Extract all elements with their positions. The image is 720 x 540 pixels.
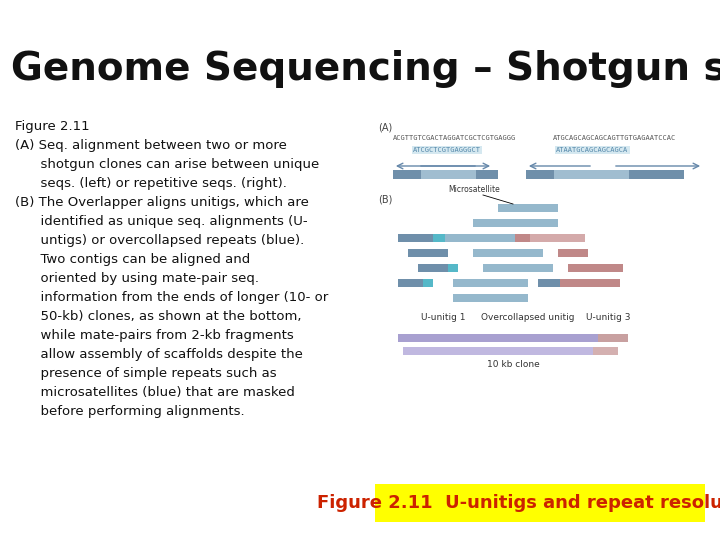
Bar (558, 249, 588, 257)
Text: ACGTTGTCGACTAGGATCGCTCGTGAGGG: ACGTTGTCGACTAGGATCGCTCGTGAGGG (393, 135, 516, 141)
Bar (593, 347, 618, 355)
Bar (433, 234, 445, 242)
Bar (403, 347, 618, 355)
Bar (526, 170, 554, 179)
Bar (560, 279, 620, 287)
Bar (448, 264, 458, 272)
Bar (398, 334, 628, 342)
Bar (476, 170, 498, 179)
Bar (423, 279, 433, 287)
Text: U-unitig 3: U-unitig 3 (586, 313, 630, 322)
Text: Overcollapsed unitig: Overcollapsed unitig (481, 313, 575, 322)
Bar (598, 334, 628, 342)
Text: ATAATGCAGCAGCAGCA: ATAATGCAGCAGCAGCA (556, 147, 629, 153)
Text: Genome Sequencing – Shotgun sequencing: Genome Sequencing – Shotgun sequencing (11, 50, 720, 89)
Bar (538, 279, 560, 287)
Bar (515, 234, 530, 242)
Text: Figure 2.11
(A) Seq. alignment between two or more
      shotgun clones can aris: Figure 2.11 (A) Seq. alignment between t… (15, 120, 328, 418)
Bar (473, 219, 558, 227)
Bar (418, 264, 448, 272)
Bar (375, 484, 705, 522)
Bar (421, 170, 476, 179)
Text: ATGCAGCAGCAGCAGTTGTGAGAATCCAC: ATGCAGCAGCAGCAGTTGTGAGAATCCAC (553, 135, 676, 141)
Bar (398, 279, 423, 287)
Bar (393, 170, 421, 179)
Text: ATCGCTCGTGAGGGCT: ATCGCTCGTGAGGGCT (413, 147, 481, 153)
Bar (498, 204, 558, 212)
Bar (453, 294, 528, 302)
Text: Microsatellite: Microsatellite (448, 185, 500, 194)
Bar (483, 264, 553, 272)
Bar (453, 279, 528, 287)
Bar (530, 234, 585, 242)
Bar (398, 234, 433, 242)
Bar (408, 249, 448, 257)
Text: (B): (B) (378, 195, 392, 205)
Text: Figure 2.11  U-unitigs and repeat resolution: Figure 2.11 U-unitigs and repeat resolut… (318, 494, 720, 512)
Text: 10 kb clone: 10 kb clone (487, 360, 539, 369)
Text: (A): (A) (378, 122, 392, 132)
Bar (568, 264, 623, 272)
Bar (554, 170, 629, 179)
Bar (473, 249, 543, 257)
Bar (445, 234, 515, 242)
Text: U-unitig 1: U-unitig 1 (420, 313, 465, 322)
Bar (629, 170, 684, 179)
